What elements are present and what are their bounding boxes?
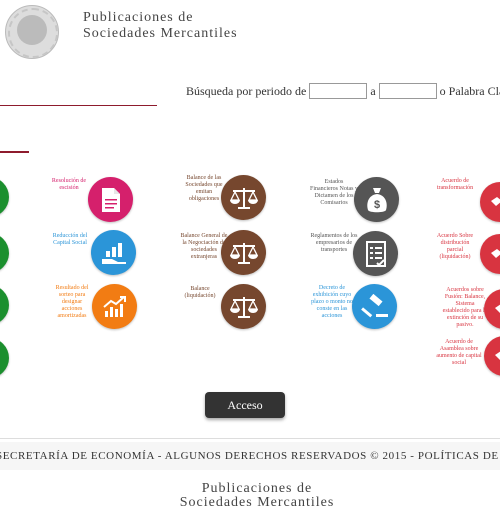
label-balance-extranjeras: Balance General de la Negociación de soc…: [180, 233, 228, 260]
mexico-seal-logo: [5, 5, 59, 59]
decreto-exhibicion-button[interactable]: [352, 284, 397, 329]
transformacion-button[interactable]: [480, 182, 500, 222]
eagle-icon: [17, 15, 47, 45]
gavel-icon: [360, 293, 388, 317]
svg-text:$: $: [373, 199, 379, 211]
and-label: a: [370, 83, 376, 98]
estados-financieros-button[interactable]: $: [354, 177, 399, 222]
site-title: Publicaciones de Sociedades Mercantiles: [83, 10, 238, 42]
label-balance-liquidacion: Balance (liquidación): [184, 286, 216, 299]
label-aumento-capital: Acuerdo de Asamblea sobre aumento de cap…: [436, 339, 482, 366]
label-reglamentos: Reglamentos de los empresarios de transp…: [310, 233, 358, 253]
bottom-site-title: Publicaciones de Sociedades Mercantiles: [157, 482, 357, 510]
rising-chart-icon: [102, 295, 126, 317]
fusion-button[interactable]: [484, 289, 500, 329]
handshake-icon: [491, 249, 500, 258]
header: Publicaciones de Sociedades Mercantiles: [0, 0, 500, 72]
escision-button[interactable]: [88, 177, 133, 222]
checklist-icon: [365, 240, 386, 267]
distribucion-parcial-button[interactable]: [480, 234, 500, 274]
label-balance-obligaciones: Balance de las Sociedades que emitan obl…: [185, 175, 223, 202]
period-from-input[interactable]: [309, 83, 368, 99]
footer-copyright[interactable]: SECRETARÍA DE ECONOMÍA - ALGUNOS DERECHO…: [0, 450, 500, 462]
label-escision: Resolución de escisión: [51, 178, 87, 191]
balance-extranjeras-button[interactable]: [221, 230, 266, 275]
balance-obligaciones-button[interactable]: [221, 175, 266, 220]
scales-icon: [229, 187, 258, 209]
label-sorteo: Resultado del sorteo para designar accio…: [55, 285, 89, 319]
hand-chart-icon: [101, 242, 126, 264]
site-title-line2: Sociedades Mercantiles: [83, 26, 238, 41]
money-bag-icon: $: [366, 187, 387, 212]
search-bar: Búsqueda por periodo de a o Palabra Clav…: [186, 82, 500, 100]
footer-divider: [0, 438, 500, 439]
label-distribucion: Acuerdo Sobre distribución parcial (liqu…: [436, 233, 474, 260]
label-fusion: Acuerdos sobre Fusión: Balance, Sistema …: [442, 287, 488, 328]
balance-liquidacion-button[interactable]: [221, 284, 266, 329]
access-button[interactable]: Acceso: [205, 392, 285, 418]
keyword-label: o Palabra Clave: [439, 83, 500, 98]
divider-line-short: [0, 151, 29, 153]
document-icon: [101, 187, 120, 212]
scales-icon: [229, 296, 258, 318]
divider-line: [0, 105, 157, 106]
period-to-input[interactable]: [378, 83, 437, 99]
seal-ring: [8, 8, 58, 58]
aumento-capital-button[interactable]: [484, 336, 500, 376]
category-link-col1-3[interactable]: [0, 285, 9, 325]
label-decreto: Decreto de exhibición cuyo plazo o monto…: [311, 285, 353, 319]
bottom-title-line1: Publicaciones de: [201, 481, 313, 496]
label-transformacion: Acuerdo de transformación: [436, 178, 474, 191]
handshake-icon: [491, 197, 500, 206]
period-label: Búsqueda por periodo de: [186, 83, 307, 98]
sorteo-button[interactable]: [92, 284, 137, 329]
category-link-col1-2[interactable]: [0, 233, 9, 273]
scales-icon: [229, 242, 258, 264]
category-link-col1-4[interactable]: [0, 338, 9, 378]
reglamentos-button[interactable]: [353, 231, 398, 276]
site-title-line1: Publicaciones de: [83, 10, 194, 25]
reduccion-capital-button[interactable]: [91, 230, 136, 275]
category-link-col1-1[interactable]: [0, 177, 9, 217]
footer: SECRETARÍA DE ECONOMÍA - ALGUNOS DERECHO…: [0, 442, 500, 470]
handshake-icon: [495, 304, 500, 313]
handshake-icon: [495, 351, 500, 360]
label-estados-financieros: Estados Financieros Notas y Dictamen de …: [310, 179, 358, 206]
label-reduccion: Reducción del Capital Social: [52, 233, 88, 246]
bottom-title-line2: Sociedades Mercantiles: [179, 495, 335, 510]
